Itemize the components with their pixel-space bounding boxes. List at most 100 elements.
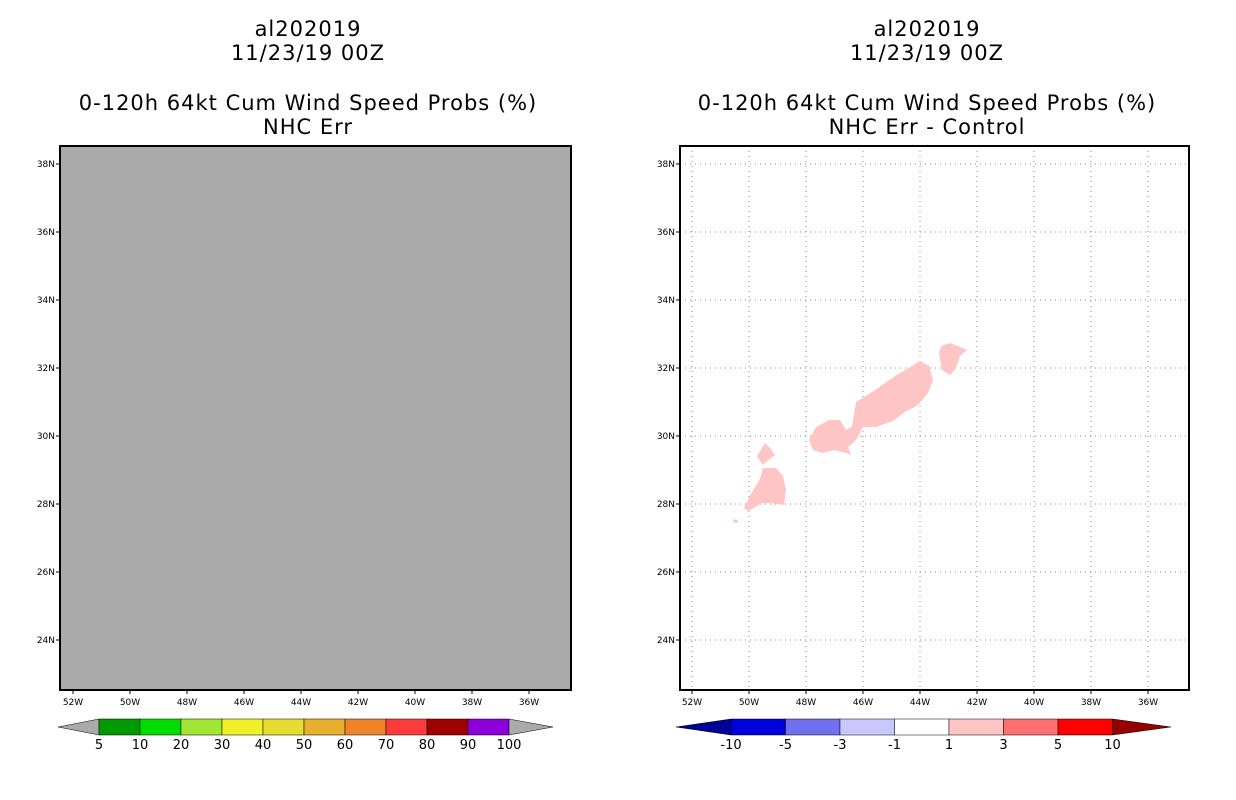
right-colorbar: -10 -5 -3 -1 1 3 5 10 — [675, 718, 1172, 753]
x-tick-label: 50W — [739, 698, 759, 708]
colorbar-label: 30 — [214, 738, 231, 753]
y-tick-label: 26N — [657, 568, 675, 578]
colorbar-segment — [948, 718, 1004, 736]
left-x-axis: 52W 50W 48W 46W 44W 42W 40W 38W 36W — [63, 690, 539, 708]
colorbar-label: 50 — [296, 738, 313, 753]
x-tick-label: 48W — [796, 698, 816, 708]
colorbar-segment — [839, 718, 895, 736]
y-tick-label: 26N — [37, 568, 55, 578]
right-map-gridlines — [680, 146, 1189, 690]
colorbar-label: 5 — [95, 738, 103, 753]
right-product-name: 0-120h 64kt Cum Wind Speed Probs (%) — [697, 91, 1157, 115]
y-tick-label: 30N — [37, 432, 55, 442]
y-tick-label: 34N — [657, 296, 675, 306]
colorbar-low-arrow — [57, 718, 100, 736]
x-tick-label: 52W — [682, 698, 702, 708]
x-tick-label: 46W — [853, 698, 873, 708]
prob-diff-region-2 — [744, 468, 786, 511]
colorbar-segment — [139, 718, 182, 736]
left-y-axis: 24N 26N 28N 30N 32N 34N 36N 38N — [37, 160, 60, 646]
colorbar-segment — [1057, 718, 1113, 736]
right-storm-id: al202019 — [873, 17, 981, 41]
colorbar-segment — [894, 718, 950, 736]
x-tick-label: 38W — [462, 698, 482, 708]
left-storm-id: al202019 — [254, 17, 362, 41]
x-tick-label: 36W — [519, 698, 539, 708]
left-colorbar: 5 10 20 30 40 50 60 70 80 90 100 — [57, 718, 554, 753]
right-map-frame — [679, 145, 1190, 691]
colorbar-segment — [98, 718, 141, 736]
colorbar-label: -3 — [834, 738, 847, 753]
colorbar-label: -5 — [779, 738, 792, 753]
x-tick-label: 42W — [967, 698, 987, 708]
prob-diff-region-5 — [939, 343, 967, 375]
prob-diff-region-4 — [809, 361, 933, 455]
y-tick-label: 24N — [37, 636, 55, 646]
x-tick-label: 46W — [234, 698, 254, 708]
colorbar-segment — [785, 718, 841, 736]
x-tick-label: 52W — [63, 698, 83, 708]
colorbar-high-arrow — [508, 718, 554, 736]
y-tick-label: 32N — [657, 364, 675, 374]
colorbar-label: 80 — [419, 738, 436, 753]
colorbar-segment — [344, 718, 387, 736]
left-product-variant: NHC Err — [262, 115, 353, 139]
y-tick-label: 32N — [37, 364, 55, 374]
x-tick-label: 36W — [1138, 698, 1158, 708]
colorbar-high-arrow — [1112, 718, 1172, 736]
y-tick-label: 38N — [37, 160, 55, 170]
colorbar-label: 10 — [1104, 738, 1121, 753]
right-map-title: al202019 11/23/19 00Z — [647, 17, 1207, 65]
colorbar-segment — [180, 718, 223, 736]
left-map-subtitle: 0-120h 64kt Cum Wind Speed Probs (%) NHC… — [28, 91, 588, 139]
right-y-axis: 24N 26N 28N 30N 32N 34N 36N 38N — [657, 160, 680, 646]
colorbar-label: -1 — [888, 738, 901, 753]
y-tick-label: 36N — [37, 228, 55, 238]
left-map-frame — [59, 145, 572, 691]
right-map-background — [680, 146, 1189, 690]
colorbar-label: 90 — [460, 738, 477, 753]
colorbar-segment — [467, 718, 510, 736]
prob-diff-region-3 — [757, 443, 775, 465]
colorbar-segment — [1003, 718, 1059, 736]
x-tick-label: 38W — [1081, 698, 1101, 708]
colorbar-label: 60 — [337, 738, 354, 753]
colorbar-low-arrow — [675, 718, 732, 736]
y-tick-label: 28N — [37, 500, 55, 510]
left-map: 52W 50W 48W 46W 44W 42W 40W 38W 36W 24N 26N 28N 30N… — [37, 145, 572, 753]
x-tick-label: 42W — [348, 698, 368, 708]
right-map: 52W 50W 48W 46W 44W 42W 40W 38W 36W 24N 26N 28N 30N… — [657, 145, 1190, 753]
x-tick-label: 44W — [910, 698, 930, 708]
colorbar-segment — [385, 718, 428, 736]
colorbar-label: -10 — [720, 738, 741, 753]
right-x-axis: 52W 50W 48W 46W 44W 42W 40W 38W 36W — [682, 690, 1158, 708]
y-tick-label: 24N — [657, 636, 675, 646]
x-tick-label: 48W — [177, 698, 197, 708]
y-tick-label: 38N — [657, 160, 675, 170]
colorbar-segment — [303, 718, 346, 736]
x-tick-label: 40W — [405, 698, 425, 708]
colorbar-segment — [221, 718, 264, 736]
colorbar-segment — [426, 718, 469, 736]
prob-diff-region-1 — [733, 519, 739, 523]
left-map-title: al202019 11/23/19 00Z — [28, 17, 588, 65]
x-tick-label: 50W — [120, 698, 140, 708]
y-tick-label: 30N — [657, 432, 675, 442]
colorbar-label: 1 — [945, 738, 953, 753]
y-tick-label: 36N — [657, 228, 675, 238]
colorbar-label: 100 — [497, 738, 522, 753]
colorbar-label: 3 — [999, 738, 1007, 753]
right-date-time: 11/23/19 00Z — [849, 41, 1005, 65]
colorbar-segment — [730, 718, 786, 736]
colorbar-label: 70 — [378, 738, 395, 753]
right-map-shading — [733, 343, 967, 523]
y-tick-label: 34N — [37, 296, 55, 306]
colorbar-label: 40 — [255, 738, 272, 753]
x-tick-label: 44W — [291, 698, 311, 708]
x-tick-label: 40W — [1024, 698, 1044, 708]
colorbar-label: 5 — [1054, 738, 1062, 753]
colorbar-label: 10 — [132, 738, 149, 753]
left-product-name: 0-120h 64kt Cum Wind Speed Probs (%) — [78, 91, 538, 115]
right-map-subtitle: 0-120h 64kt Cum Wind Speed Probs (%) NHC… — [647, 91, 1207, 139]
